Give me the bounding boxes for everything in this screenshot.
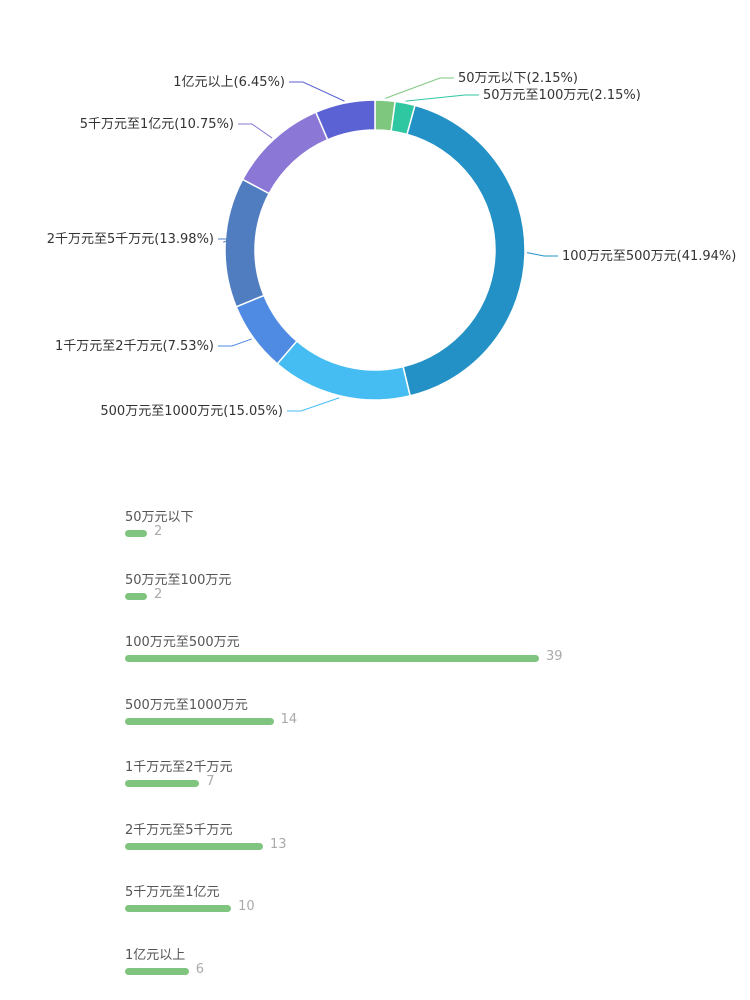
bar-value-label: 10 xyxy=(238,899,255,914)
donut-chart: 50万元以下(2.15%) 50万元至100万元(2.15%) 100万元至500万… xyxy=(47,71,737,419)
bar[interactable] xyxy=(125,530,147,537)
donut-slice-label: 50万元以下(2.15%) xyxy=(458,71,578,86)
donut-labels: 50万元以下(2.15%) 50万元至100万元(2.15%) 100万元至500万… xyxy=(47,71,737,419)
bar-category-label: 1千万元至2千万元 xyxy=(125,760,233,775)
bar-category-label: 100万元至500万元 xyxy=(125,635,240,650)
bar-category-label: 50万元至100万元 xyxy=(125,572,232,588)
bar-category-label: 50万元以下 xyxy=(125,510,194,525)
bar-row: 500万元至1000万元 14 xyxy=(125,694,725,734)
bar-value-label: 2 xyxy=(154,524,163,539)
donut-slice-label: 2千万元至5千万元(13.98%) xyxy=(47,232,214,247)
bar-row: 50万元以下 2 xyxy=(125,506,725,546)
bar-category-label: 2千万元至5千万元 xyxy=(125,822,233,838)
donut-slice[interactable] xyxy=(314,99,376,141)
donut-slice-label: 500万元至1000万元(15.05%) xyxy=(100,404,283,419)
bar-value-label: 13 xyxy=(270,836,287,852)
bar-category-label: 500万元至1000万元 xyxy=(125,697,248,713)
bar-row: 2千万元至5千万元 13 xyxy=(125,819,725,859)
bar-value-label: 39 xyxy=(546,649,563,664)
label-leader-line xyxy=(287,397,340,412)
donut-slice[interactable] xyxy=(276,339,412,401)
bar[interactable] xyxy=(125,967,189,975)
donut-slice-label: 100万元至500万元(41.94%) xyxy=(562,249,736,264)
bar-row: 1千万元至2千万元 7 xyxy=(125,756,725,796)
bar-row: 50万元至100万元 2 xyxy=(125,569,725,609)
label-leader-line xyxy=(385,77,454,99)
label-leader-line xyxy=(526,252,558,257)
bar-category-label: 5千万元至1亿元 xyxy=(125,885,220,900)
bar-value-label: 6 xyxy=(195,961,204,977)
label-leader-line xyxy=(238,123,273,139)
bar[interactable] xyxy=(125,842,263,850)
bar-category-label: 1亿元以上 xyxy=(125,947,186,963)
label-leader-line xyxy=(218,238,233,243)
donut-slices xyxy=(224,99,526,401)
bar[interactable] xyxy=(125,780,200,787)
donut-slice[interactable] xyxy=(402,104,526,397)
donut-slice-label: 5千万元至1亿元(10.75%) xyxy=(80,117,234,132)
label-leader-line xyxy=(289,81,345,102)
donut-slice-label: 1亿元以上(6.45%) xyxy=(173,75,285,90)
donut-slice-label: 50万元至100万元(2.15%) xyxy=(483,88,641,103)
bar-row: 100万元至500万元 39 xyxy=(125,631,725,671)
bar[interactable] xyxy=(125,592,147,600)
bar-row: 1亿元以上 6 xyxy=(125,944,725,984)
label-leader-line xyxy=(405,94,479,102)
bar-row: 5千万元至1亿元 10 xyxy=(125,881,725,921)
bar-value-label: 7 xyxy=(206,774,215,789)
bar[interactable] xyxy=(125,655,539,662)
donut-slice[interactable] xyxy=(241,111,329,195)
bar[interactable] xyxy=(125,905,232,912)
donut-slice-label: 1千万元至2千万元(7.53%) xyxy=(55,339,214,354)
label-leader-line xyxy=(218,338,252,347)
donut-slice[interactable] xyxy=(224,178,271,308)
bar[interactable] xyxy=(125,717,274,725)
bar-value-label: 2 xyxy=(154,586,163,602)
bar-value-label: 14 xyxy=(280,711,298,727)
